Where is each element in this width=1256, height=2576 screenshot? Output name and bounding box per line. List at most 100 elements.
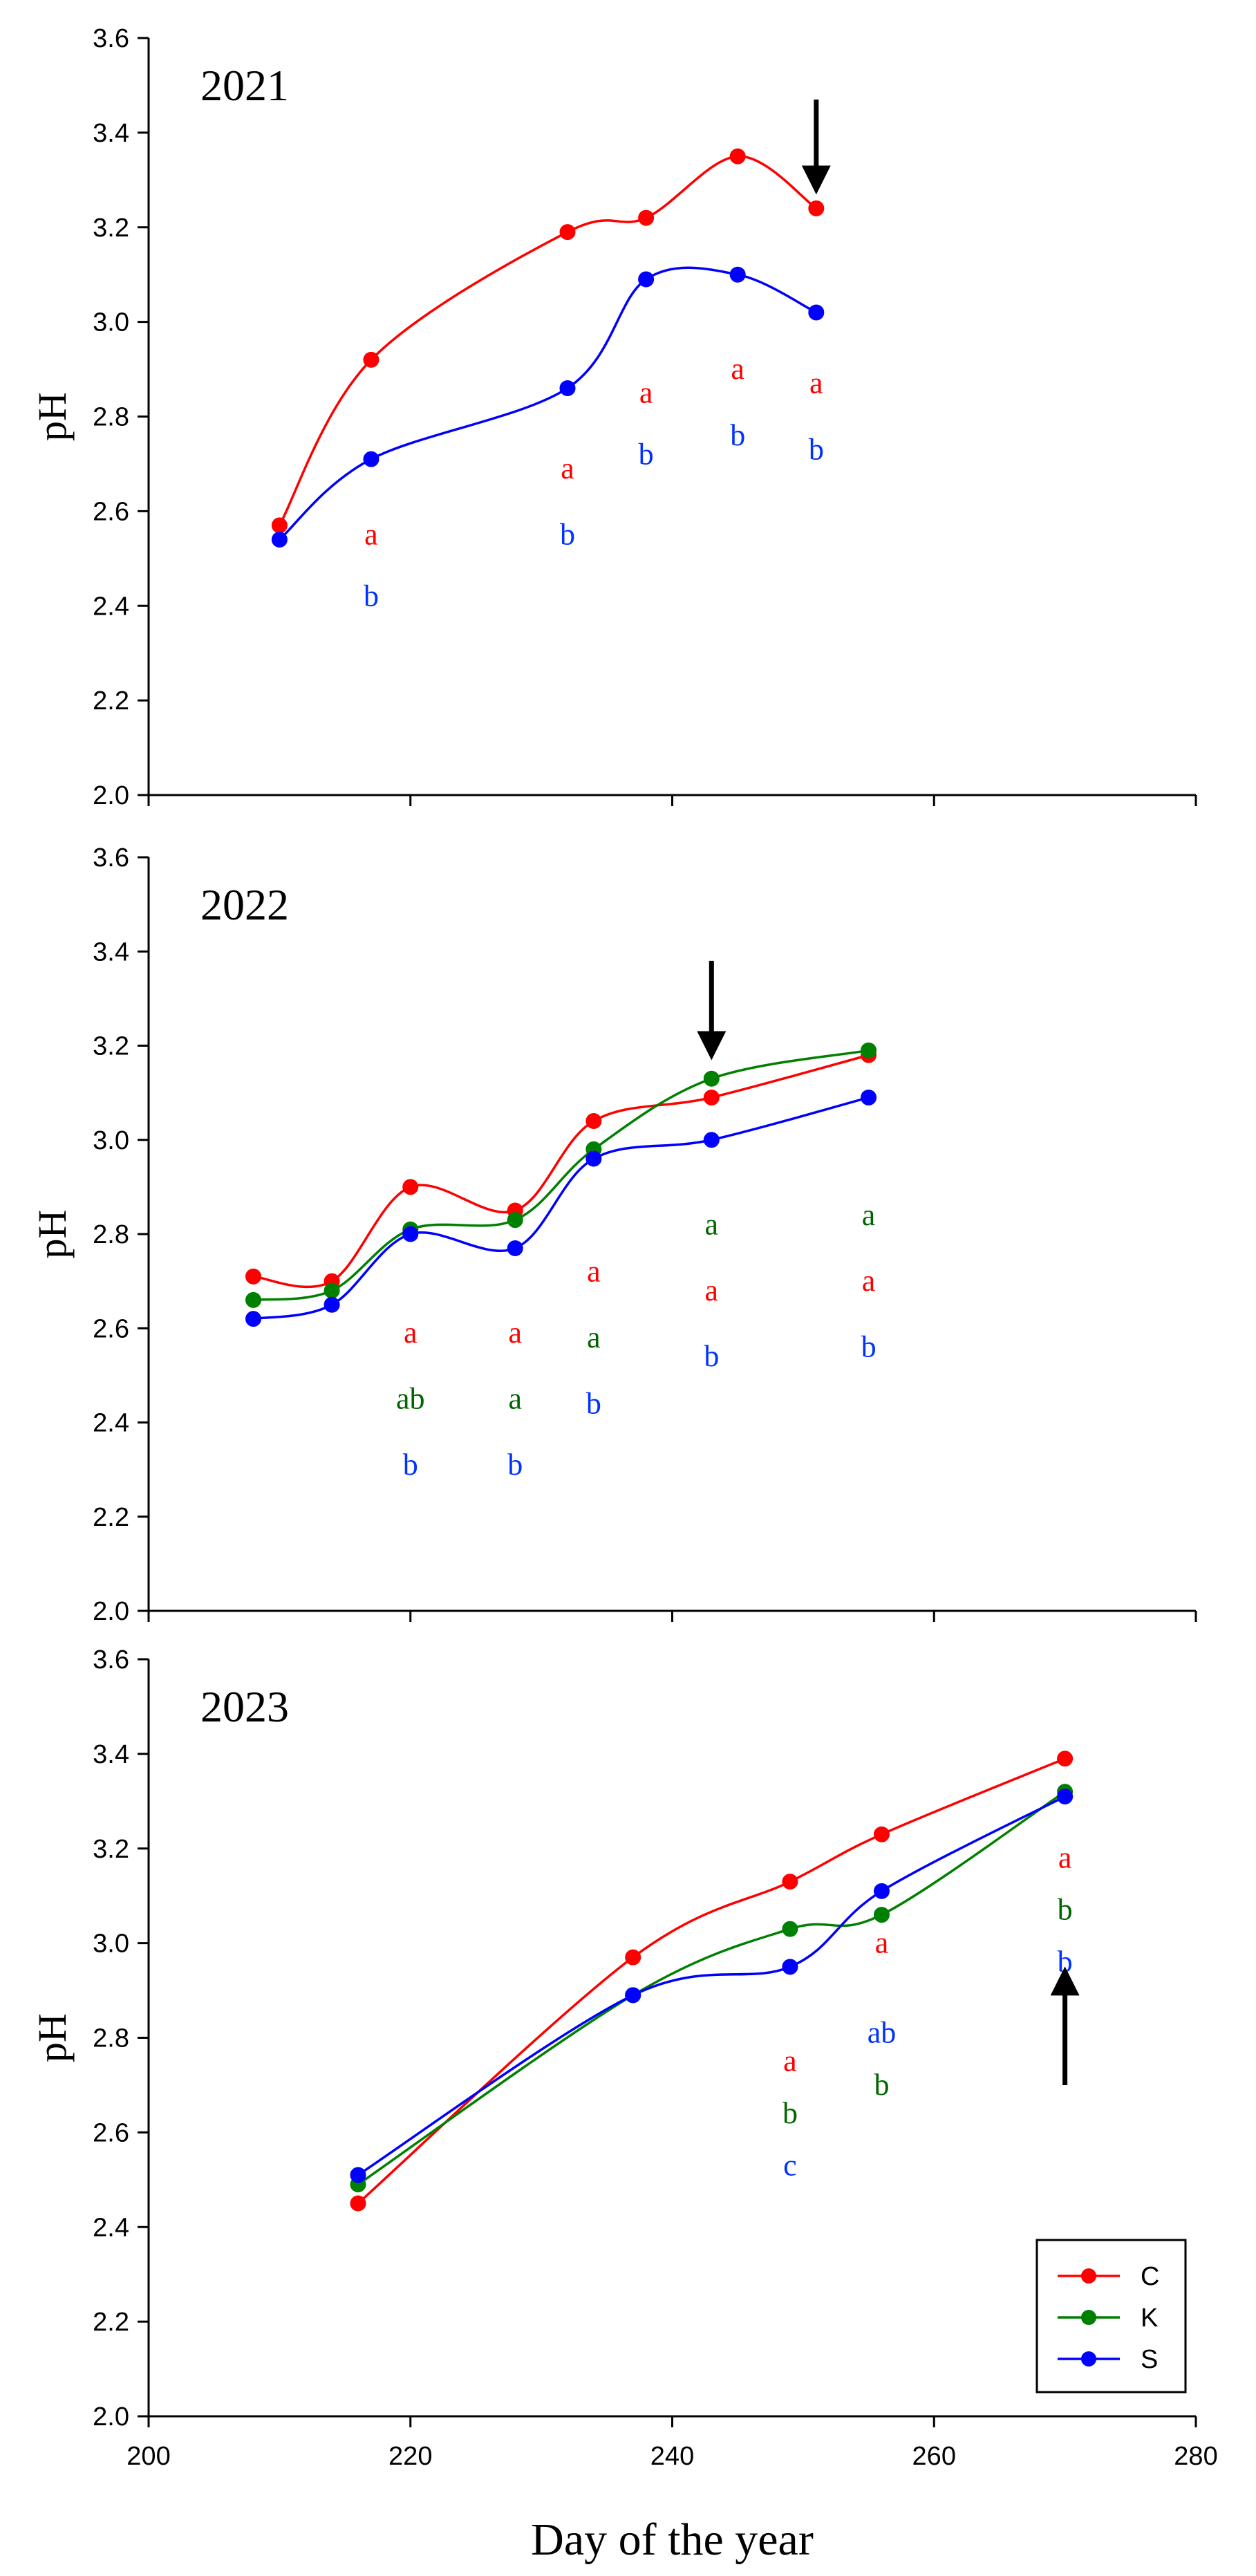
series-line-S: [279, 266, 817, 541]
data-point-C: [703, 1089, 720, 1105]
data-point-S: [585, 1150, 602, 1167]
legend-marker-S: [1081, 2351, 1096, 2367]
significance-letter: a: [705, 1273, 719, 1307]
panel-title: 2021: [200, 61, 289, 110]
y-tick-label: 3.6: [93, 843, 129, 872]
legend-label-C: C: [1141, 2262, 1159, 2291]
significance-letter: a: [508, 1381, 522, 1415]
panel-title: 2023: [200, 1682, 289, 1731]
x-tick-label: 280: [1174, 2442, 1217, 2471]
significance-letter: a: [731, 352, 744, 386]
significance-letter: a: [639, 375, 653, 409]
significance-letter: b: [861, 1330, 877, 1364]
y-tick-label: 2.4: [93, 592, 129, 621]
y-tick-label: 2.2: [93, 1503, 129, 1532]
series-line-K: [357, 1791, 1066, 2186]
data-point-C: [363, 351, 379, 368]
data-point-C: [638, 209, 655, 226]
y-tick-label: 2.8: [93, 1220, 129, 1249]
legend: CKS: [1035, 2239, 1187, 2393]
y-axis-label: pH: [30, 1210, 75, 1259]
data-point-C: [782, 1874, 798, 1890]
data-point-S: [402, 1226, 419, 1242]
y-tick-label: 2.6: [93, 1314, 129, 1343]
series-line-C: [253, 1054, 870, 1289]
significance-letter: b: [782, 2096, 798, 2130]
significance-letter: b: [730, 418, 745, 452]
data-point-S: [1057, 1788, 1074, 1804]
data-point-C: [625, 1949, 641, 1966]
significance-letter: ab: [868, 2016, 897, 2050]
y-tick-label: 3.0: [93, 1930, 129, 1959]
y-tick-label: 2.2: [93, 2308, 129, 2337]
data-point-C: [245, 1268, 261, 1285]
panel-2022: 2.02.22.42.62.83.03.23.43.6pH2022aabbaab…: [30, 843, 1197, 1626]
series-line-K: [253, 1049, 869, 1302]
data-point-S: [350, 2167, 366, 2183]
x-tick-label: 260: [912, 2442, 956, 2471]
y-tick-label: 3.4: [93, 119, 129, 148]
significance-letter: b: [364, 579, 379, 613]
series-line-S: [253, 1096, 870, 1320]
data-point-S: [861, 1089, 877, 1105]
data-point-K: [324, 1282, 340, 1299]
series-line-C: [357, 1757, 1066, 2205]
data-point-S: [808, 304, 825, 321]
data-point-S: [324, 1296, 340, 1313]
data-point-S: [507, 1240, 523, 1256]
data-point-C: [1057, 1751, 1074, 1767]
y-tick-label: 3.2: [93, 1835, 129, 1864]
significance-letter: a: [809, 366, 823, 400]
y-tick-label: 3.0: [93, 1126, 129, 1155]
significance-letter: c: [783, 2148, 797, 2182]
significance-letter: a: [364, 518, 378, 552]
legend-label-K: K: [1141, 2304, 1158, 2333]
significance-letter: b: [586, 1386, 601, 1420]
significance-letter: a: [587, 1255, 601, 1289]
significance-letter: b: [1058, 1893, 1073, 1927]
y-tick-label: 3.4: [93, 937, 129, 967]
data-point-C: [585, 1113, 602, 1129]
significance-letter: b: [560, 518, 575, 552]
significance-letter: b: [809, 432, 824, 466]
y-tick-label: 2.8: [93, 2024, 129, 2053]
data-point-S: [874, 1883, 890, 1899]
x-tick-label: 220: [388, 2442, 432, 2471]
x-tick-label: 200: [126, 2442, 170, 2471]
y-tick-label: 2.4: [93, 2213, 129, 2242]
significance-letter: b: [874, 2068, 890, 2102]
y-tick-label: 2.8: [93, 403, 129, 432]
data-point-C: [808, 200, 825, 216]
y-tick-label: 3.6: [93, 24, 129, 53]
significance-letter: a: [508, 1316, 522, 1350]
data-point-C: [874, 1826, 890, 1842]
data-point-K: [245, 1291, 261, 1308]
data-point-C: [271, 517, 288, 534]
series-line-S: [357, 1795, 1066, 2176]
significance-letter: a: [705, 1207, 719, 1241]
significance-letter: a: [561, 451, 574, 485]
y-tick-label: 2.6: [93, 2118, 129, 2147]
significance-letter: b: [704, 1339, 719, 1373]
panel-2021: 2.02.22.42.62.83.03.23.43.6pH2021abababa…: [30, 24, 1197, 810]
significance-letter: ab: [396, 1381, 425, 1415]
y-tick-label: 2.4: [93, 1409, 129, 1438]
y-tick-label: 3.6: [93, 1645, 129, 1674]
legend-marker-K: [1081, 2310, 1096, 2325]
significance-letter: a: [875, 1926, 889, 1960]
data-point-S: [782, 1959, 798, 1975]
significance-letter: a: [404, 1316, 418, 1350]
data-point-C: [350, 2195, 366, 2212]
data-point-S: [729, 266, 746, 283]
legend-marker-C: [1081, 2268, 1096, 2284]
significance-letter: a: [783, 2044, 797, 2078]
y-axis-label: pH: [30, 392, 75, 441]
data-point-S: [638, 271, 655, 288]
y-tick-label: 2.0: [93, 2402, 129, 2432]
legend-label-S: S: [1141, 2345, 1158, 2374]
significance-letter: b: [403, 1448, 418, 1482]
data-point-K: [703, 1070, 720, 1087]
data-point-S: [363, 451, 379, 467]
y-axis-label: pH: [30, 2013, 75, 2062]
